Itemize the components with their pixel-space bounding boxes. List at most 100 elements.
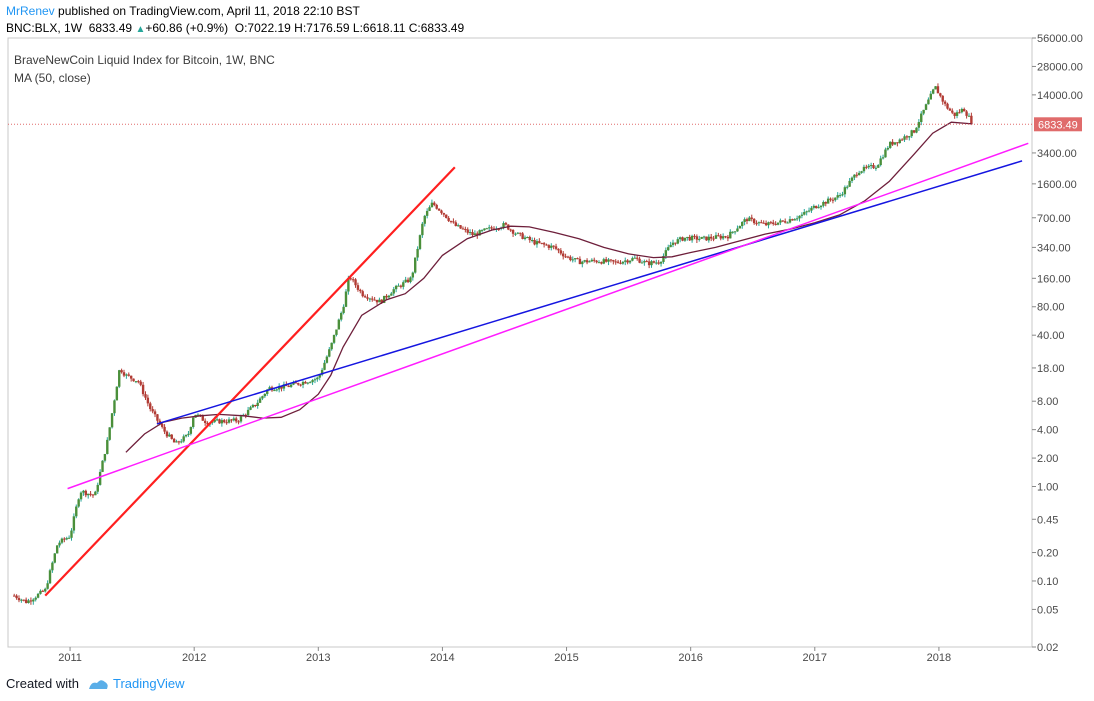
price-axis[interactable]: 56000.00 28000.00 14000.00 3400.00 1600.00 70… bbox=[1032, 33, 1083, 654]
y-tick-label: 3400.00 bbox=[1037, 148, 1077, 160]
candle-body bbox=[254, 404, 257, 406]
candle-body bbox=[249, 407, 252, 410]
candle-body bbox=[783, 221, 787, 223]
y-tick-label: 18.00 bbox=[1037, 363, 1065, 375]
candle-body bbox=[129, 375, 133, 379]
candle-body bbox=[614, 261, 617, 263]
candle-body bbox=[256, 402, 259, 406]
candle-body bbox=[621, 261, 625, 264]
candle-body bbox=[674, 242, 677, 244]
candle-body bbox=[569, 256, 572, 260]
candle-body bbox=[378, 299, 381, 303]
candle-body bbox=[585, 260, 589, 263]
candle-body bbox=[58, 542, 61, 546]
candle-body bbox=[841, 194, 844, 196]
candle-body bbox=[363, 296, 367, 298]
open-value: 7022.19 bbox=[247, 21, 291, 35]
candle-body bbox=[411, 272, 415, 278]
candle-body bbox=[581, 261, 584, 265]
y-tick-label: 1.00 bbox=[1037, 482, 1058, 494]
candle-body bbox=[137, 381, 140, 383]
y-tick-label: 0.05 bbox=[1037, 604, 1058, 616]
price-chart[interactable]: 56000.00 28000.00 14000.00 3400.00 1600.00 70… bbox=[0, 0, 1094, 665]
candle-body bbox=[282, 384, 286, 389]
candle-body bbox=[559, 250, 563, 254]
candle-body bbox=[29, 600, 33, 602]
candle-body bbox=[600, 262, 603, 264]
candle-body bbox=[929, 93, 932, 100]
candle-body bbox=[850, 177, 854, 181]
x-tick-label: 2017 bbox=[803, 652, 827, 664]
candle-body bbox=[375, 299, 379, 303]
candle-body bbox=[826, 198, 830, 204]
candle-body bbox=[151, 409, 154, 412]
candle-body bbox=[791, 219, 794, 221]
candle-body bbox=[459, 225, 462, 229]
candle-body bbox=[63, 538, 66, 540]
candle-body bbox=[48, 570, 52, 584]
candle-body bbox=[869, 165, 873, 167]
candle-body bbox=[970, 115, 973, 124]
created-with-text: Created with bbox=[6, 676, 79, 691]
trendline-magenta[interactable] bbox=[67, 142, 1029, 490]
candle-body bbox=[170, 434, 173, 439]
candle-body bbox=[767, 222, 770, 226]
candle-body bbox=[373, 299, 376, 301]
candle-body bbox=[538, 241, 541, 243]
candle-body bbox=[805, 211, 808, 213]
candle-body bbox=[550, 245, 553, 248]
candle-body bbox=[34, 597, 37, 600]
candle-body bbox=[251, 404, 255, 408]
candle-body bbox=[354, 279, 357, 286]
tradingview-link[interactable]: TradingView bbox=[112, 676, 185, 691]
candle-body bbox=[576, 258, 579, 260]
candle-body bbox=[206, 422, 209, 425]
candle-body bbox=[640, 262, 644, 264]
trendline-red[interactable] bbox=[44, 166, 456, 597]
candle-body bbox=[502, 223, 505, 228]
candle-body bbox=[793, 219, 796, 221]
tradingview-logo-icon bbox=[88, 679, 108, 689]
x-tick-label: 2013 bbox=[306, 652, 330, 664]
candle-body bbox=[564, 256, 567, 258]
candle-body bbox=[619, 262, 622, 264]
candle-body bbox=[163, 426, 166, 432]
candle-body bbox=[889, 141, 892, 148]
candle-body bbox=[316, 377, 319, 380]
candle-body bbox=[390, 293, 393, 296]
candle-body bbox=[175, 441, 178, 443]
ma-legend: MA (50, close) bbox=[14, 71, 91, 85]
candle-body bbox=[201, 415, 204, 421]
candle-body bbox=[865, 166, 868, 168]
candle-body bbox=[234, 418, 238, 422]
trendline-blue[interactable] bbox=[156, 160, 1023, 425]
candle-body bbox=[342, 306, 345, 313]
candle-body bbox=[144, 394, 147, 398]
candle-body bbox=[822, 202, 825, 206]
candle-body bbox=[60, 538, 64, 543]
candle-body bbox=[810, 207, 813, 211]
candle-body bbox=[20, 599, 23, 601]
candle-body bbox=[306, 382, 310, 384]
candle-body bbox=[741, 221, 744, 227]
candle-body bbox=[526, 237, 529, 239]
author-link[interactable]: MrRenev bbox=[6, 4, 55, 18]
candle-body bbox=[120, 370, 123, 373]
candle-body bbox=[347, 278, 350, 292]
candle-body bbox=[776, 222, 780, 225]
candle-body bbox=[165, 431, 169, 437]
candle-body bbox=[318, 374, 321, 378]
candle-body bbox=[77, 499, 80, 507]
candle-body bbox=[480, 230, 484, 232]
candle-body bbox=[227, 419, 231, 423]
y-tick-label: 340.00 bbox=[1037, 242, 1071, 254]
candle-body bbox=[442, 213, 446, 215]
candle-body bbox=[280, 386, 283, 389]
low-value: 6618.11 bbox=[362, 21, 406, 35]
candle-body bbox=[478, 230, 481, 236]
candle-body bbox=[156, 414, 159, 421]
candle-body bbox=[748, 217, 751, 222]
time-axis[interactable]: 2011 2012 2013 2014 2015 2016 2017 2018 bbox=[58, 647, 951, 664]
candle-body bbox=[774, 223, 777, 225]
candle-body bbox=[941, 95, 944, 102]
